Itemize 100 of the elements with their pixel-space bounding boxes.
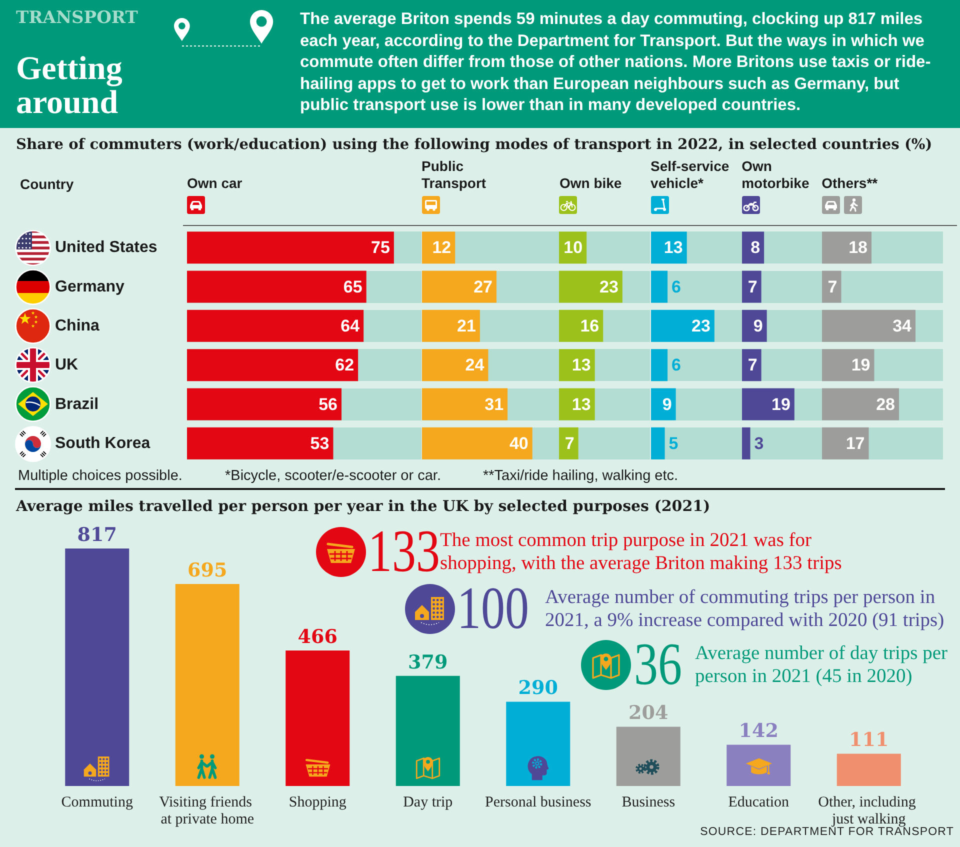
y-tick-label: United States [55, 239, 158, 256]
bar [187, 388, 342, 420]
source-note: SOURCE: DEPARTMENT FOR TRANSPORT [700, 826, 954, 838]
annotation: The most common trip purpose in 2021 was for shopping, with the average Briton making 133 trips [440, 529, 843, 575]
data-label: 7 [827, 277, 837, 296]
bar [506, 702, 570, 786]
bar [559, 427, 579, 460]
bar [742, 270, 761, 303]
text: Own bike [559, 175, 622, 192]
data-label: 34 [892, 316, 912, 336]
data-label: 12 [432, 238, 451, 258]
x-tick-label: Day trip [403, 794, 453, 810]
bar [822, 310, 916, 342]
y-tick-label: China [55, 317, 100, 334]
bar [187, 270, 366, 303]
text: Own car [187, 175, 242, 192]
bar [822, 232, 872, 264]
data-label: 19 [771, 394, 790, 414]
bar [650, 310, 714, 342]
text: Own motorbike [742, 158, 810, 192]
x-tick-label: Education [728, 794, 790, 810]
bar [65, 548, 130, 786]
bar [650, 270, 668, 303]
bar [650, 232, 686, 264]
data-label: 10 [564, 238, 584, 258]
data-label: 19 [850, 356, 870, 375]
data-label: 3 [754, 434, 764, 453]
y-tick-label: UK [55, 356, 79, 374]
bar [822, 270, 841, 303]
bar [422, 310, 480, 342]
annotation: 133 [368, 518, 440, 584]
y-tick-label: Germany [55, 278, 124, 296]
text: Share of commuters (work/education) using the following modes of transport in 2022, in selected countries (%) [16, 136, 932, 153]
data-label: 28 [876, 394, 895, 414]
bar [422, 427, 532, 460]
bar [396, 676, 460, 786]
annotation: Average number of commuting trips per person in 2021, a 9% increase compared with 2020 (91 trips) [545, 586, 946, 632]
data-label: 111 [849, 729, 889, 752]
data-label: 7 [565, 434, 575, 453]
bar [559, 310, 604, 342]
data-label: 142 [738, 720, 778, 742]
bar [822, 388, 899, 420]
bar [742, 310, 766, 342]
data-label: 8 [750, 238, 760, 258]
data-label: 23 [691, 316, 710, 336]
x-tick-label: Other, including just walking [818, 794, 920, 828]
bar [559, 349, 596, 382]
data-label: 9 [662, 394, 672, 414]
bar [742, 388, 794, 420]
data-label: 13 [572, 394, 592, 414]
text: *Bicycle, scooter/e-scooter or car. [225, 468, 441, 484]
bar [187, 310, 364, 342]
annotation: 100 [457, 575, 529, 641]
x-tick-label: Commuting [61, 794, 134, 810]
data-label: 379 [408, 651, 448, 674]
text: Self-service vehicle* [650, 158, 730, 192]
data-label: 6 [671, 356, 681, 375]
text: Others** [822, 175, 878, 192]
data-label: 62 [335, 356, 354, 375]
bar [286, 650, 350, 786]
data-label: 9 [752, 316, 762, 336]
bar [422, 349, 488, 382]
bar [650, 388, 676, 420]
data-label: 5 [668, 434, 678, 453]
data-label: 65 [343, 277, 362, 296]
bar [650, 427, 664, 460]
bar [422, 270, 496, 303]
bar [650, 349, 668, 382]
data-label: 17 [845, 434, 864, 453]
text: The average Briton spends 59 minutes a day commuting, clocking up 817 miles each year, according to the Department for Transport. But the ways in which we commute often differ from those of other nations. More Britons use taxis or ride-hailing apps to get to work than European neighbours such as Germany, but public transport use is lower than in many developed countries. [300, 9, 932, 116]
x-tick-label: Personal business [485, 794, 592, 810]
data-label: 64 [340, 316, 360, 336]
data-label: 23 [600, 277, 619, 296]
bar [726, 744, 791, 786]
data-label: 31 [484, 394, 504, 414]
bar [559, 270, 623, 303]
bar [559, 388, 596, 420]
data-label: 40 [508, 434, 528, 453]
data-label: 16 [580, 316, 600, 336]
bar [742, 349, 761, 382]
bar [616, 726, 680, 786]
data-label: 56 [318, 394, 338, 414]
y-axis-title: Country [20, 175, 74, 192]
data-label: 204 [628, 702, 668, 724]
data-label: 695 [188, 559, 228, 582]
data-label: 24 [464, 356, 484, 375]
data-label: 290 [518, 677, 558, 700]
data-label: 27 [473, 277, 492, 296]
bar [822, 349, 874, 382]
annotation: 36 [634, 631, 682, 697]
data-label: 466 [298, 626, 338, 648]
data-label: 21 [456, 316, 476, 336]
bar [187, 427, 334, 460]
bar [836, 754, 901, 786]
x-tick-label: Shopping [288, 794, 347, 810]
y-tick-label: South Korea [55, 434, 150, 452]
data-label: 53 [310, 434, 330, 453]
data-label: 13 [663, 238, 682, 258]
annotation: Average number of day trips per person in 2021 (45 in 2020) [695, 642, 949, 688]
text: Public Transport [422, 158, 488, 192]
